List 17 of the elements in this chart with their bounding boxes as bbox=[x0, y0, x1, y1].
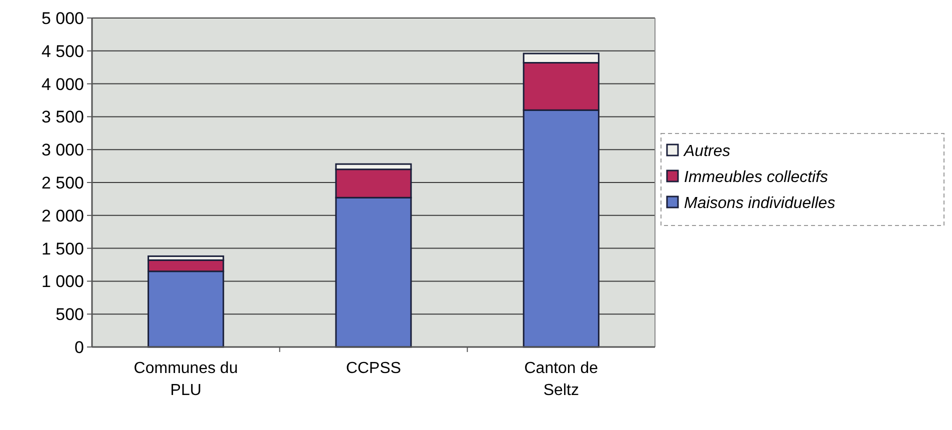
x-tick-label: Communes du PLU bbox=[134, 360, 238, 399]
y-tick-label: 0 bbox=[74, 338, 84, 357]
y-tick-label: 2 500 bbox=[41, 173, 84, 192]
y-tick-label: 500 bbox=[56, 305, 84, 324]
y-tick-label: 4 000 bbox=[41, 74, 84, 94]
legend-label: Maisons individuelles bbox=[684, 195, 836, 212]
y-tick-label: 1 000 bbox=[41, 272, 84, 292]
y-tick-label: 3 000 bbox=[41, 140, 84, 160]
x-tick-label: CCPSS bbox=[346, 360, 402, 377]
y-tick-label: 2 000 bbox=[41, 206, 84, 226]
legend-label: Autres bbox=[683, 143, 730, 160]
y-tick-label: 5 000 bbox=[41, 8, 84, 28]
y-tick-label: 4 500 bbox=[41, 42, 84, 61]
y-tick-label: 1 500 bbox=[41, 239, 84, 258]
x-tick-label: Canton de Seltz bbox=[524, 360, 598, 399]
y-tick-label: 3 500 bbox=[41, 108, 84, 127]
legend-label: Immeubles collectifs bbox=[684, 169, 828, 186]
